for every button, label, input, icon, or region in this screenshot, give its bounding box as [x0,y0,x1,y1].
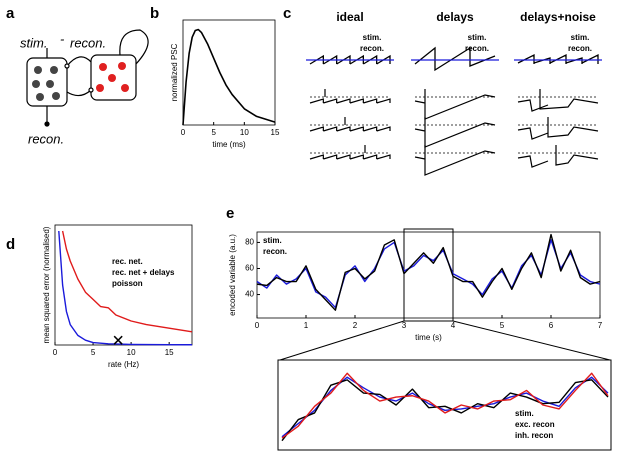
plot-frame [182,19,276,126]
panel-label: e [226,205,234,222]
series-line [182,28,276,126]
legend-entry: exc. recon [515,420,555,429]
y-tick-label: 80 [245,238,254,247]
trace [517,117,599,140]
series-line [256,239,601,309]
diagram-text: recon. [28,131,64,146]
x-tick-label: 6 [549,321,554,330]
column-title: delays [436,10,474,24]
zoom-links [277,228,612,451]
x-tick-label: 2 [353,321,358,330]
diagram-text: - [60,31,65,46]
y-tick-label: 40 [245,290,254,299]
y-axis-label: mean squared error (normalised) [42,226,51,343]
x-tick-label: 0 [255,321,260,330]
series-line [61,230,193,333]
legend-entry: rec. net + delays [112,268,175,277]
x-tick-label: 0 [181,128,186,137]
legend-text: stim. [468,33,487,42]
spike-diagram: idealstim.recon.delaysstim.recon.delays+… [306,10,602,176]
trace [414,46,496,72]
network-diagram [26,29,149,127]
legend-text: stim. [363,33,382,42]
panel-label: b [150,5,159,22]
legend-text: recon. [360,44,384,53]
trace [309,145,391,160]
legend-text: recon. [465,44,489,53]
x-tick-label: 5 [500,321,505,330]
trace [517,53,599,64]
x-tick-label: 5 [91,348,96,357]
series-line [281,372,609,439]
x-tick-label: 3 [402,321,407,330]
trace [309,54,391,65]
x-tick-label: 10 [240,128,249,137]
legend-entry: stim. [263,236,282,245]
legend-entry: recon. [263,247,287,256]
x-tick-label: 5 [211,128,216,137]
panel-label: d [6,236,15,253]
trace [517,89,599,112]
x-tick-label: 15 [165,348,174,357]
panel-label: a [6,5,15,22]
y-tick-label: 60 [245,264,254,273]
legend-entry: stim. [515,409,534,418]
trace [414,145,496,176]
legend-entry: poisson [112,279,143,288]
x-axis-label: time (ms) [212,140,246,149]
y-axis-label: normalized PSC [170,43,179,101]
marker [113,335,123,345]
legend-text: recon. [568,44,592,53]
x-tick-label: 7 [598,321,603,330]
legend-entry: rec. net. [112,257,143,266]
plot-frame [54,224,193,346]
trace [309,117,391,132]
trace [309,89,391,104]
plot-frame [256,231,601,319]
column-title: ideal [336,10,363,24]
x-tick-label: 4 [451,321,456,330]
series-line [281,379,609,442]
x-axis-label: rate (Hz) [108,360,139,369]
x-tick-label: 15 [271,128,280,137]
x-tick-label: 1 [304,321,309,330]
series-line [58,230,193,346]
trace [414,89,496,120]
column-title: delays+noise [520,10,596,24]
x-axis-label: time (s) [415,333,442,342]
diagram-text: recon. [70,35,106,50]
diagram-text: stim. [20,35,47,50]
legend-entry: inh. recon [515,431,553,440]
x-tick-label: 0 [53,348,58,357]
trace [517,145,599,168]
legend-text: stim. [571,33,590,42]
y-axis-label: encoded variable (a.u.) [228,234,237,316]
x-tick-label: 10 [127,348,136,357]
series-line [256,233,601,311]
trace [414,117,496,148]
panel-label: c [283,5,291,22]
